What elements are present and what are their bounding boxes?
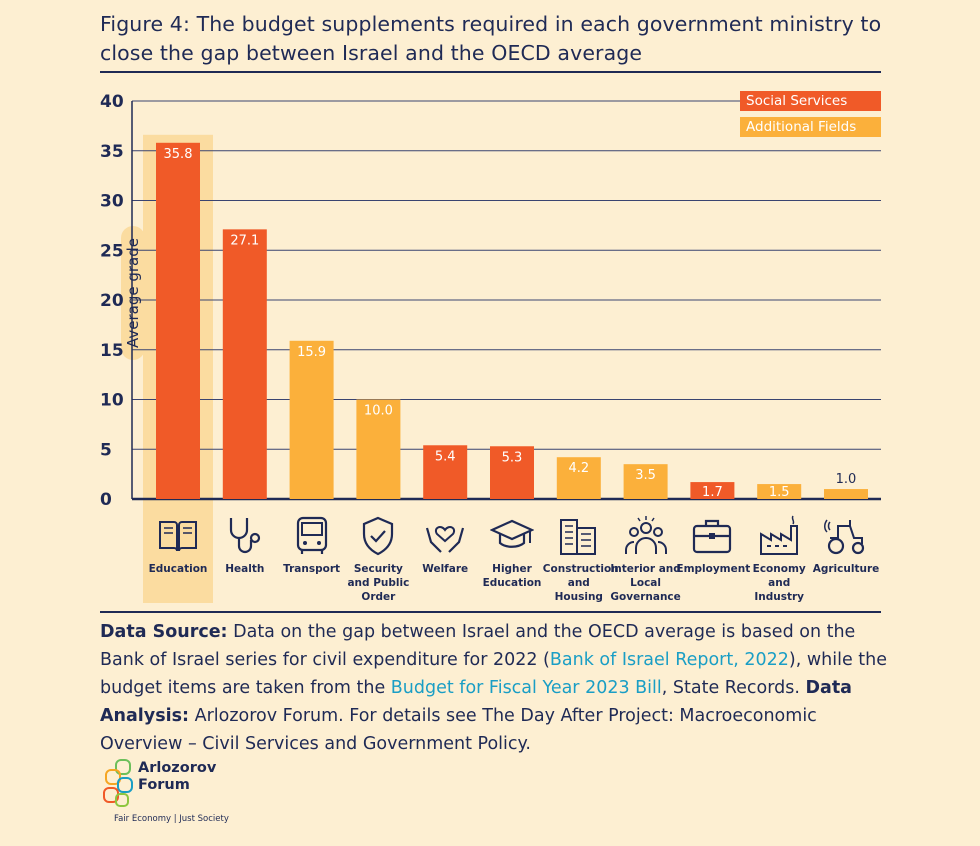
source-text-1: Data on the gap between Israel and the O… xyxy=(100,622,856,670)
y-tick-label: 40 xyxy=(100,92,124,112)
bottom-divider xyxy=(100,611,881,613)
bar-value-label: 1.0 xyxy=(836,472,857,487)
briefcase-icon xyxy=(690,514,734,558)
bar-value-label: 1.7 xyxy=(702,485,723,500)
source-text-3: , State Records. xyxy=(661,678,806,698)
category-label: Transport xyxy=(283,563,341,575)
source-label: Data Source: xyxy=(100,622,228,642)
bar-value-label: 1.5 xyxy=(769,485,790,500)
legend-item: Social Services xyxy=(740,91,881,111)
stethoscope-icon xyxy=(223,514,267,558)
bar xyxy=(824,489,868,499)
arlozorov-logo: Arlozorov Forum Fair Economy | Just Soci… xyxy=(100,758,260,828)
y-tick-label: 20 xyxy=(100,291,124,311)
y-tick-label: 30 xyxy=(100,192,124,212)
data-source-note: Data Source: Data on the gap between Isr… xyxy=(100,618,890,758)
title-divider xyxy=(100,71,881,73)
bank-of-israel-link[interactable]: Bank of Israel Report, 2022 xyxy=(549,650,789,670)
bar xyxy=(222,229,267,500)
y-tick-label: 10 xyxy=(100,391,124,411)
category-label: Construction and Housing xyxy=(542,563,619,603)
category-label: Employment xyxy=(676,563,751,575)
shield-icon xyxy=(356,514,400,558)
category-label: Higher Education xyxy=(482,563,542,589)
bus-icon xyxy=(290,514,334,558)
y-tick-label: 15 xyxy=(100,341,124,361)
logo-tagline: Fair Economy | Just Society xyxy=(114,814,229,824)
bar-value-label: 35.8 xyxy=(164,147,193,162)
y-tick-label: 5 xyxy=(100,440,112,460)
factory-icon xyxy=(757,514,801,558)
category-label: Economy and Industry xyxy=(752,563,806,603)
bar xyxy=(289,340,334,499)
graduation-cap-icon xyxy=(489,514,535,558)
budget-bill-link[interactable]: Budget for Fiscal Year 2023 Bill xyxy=(390,678,662,698)
source-text-2: ), while the budget items are taken from… xyxy=(100,650,888,698)
hands-heart-icon xyxy=(423,514,467,558)
book-icon xyxy=(156,514,200,558)
y-tick-label: 25 xyxy=(100,241,124,261)
bar-value-label: 27.1 xyxy=(230,233,259,248)
ylabel-pill xyxy=(121,226,145,360)
bar-value-label: 5.3 xyxy=(502,450,523,465)
y-tick-label: 0 xyxy=(100,490,112,510)
legend-item: Additional Fields xyxy=(740,117,881,137)
people-group-icon xyxy=(624,514,668,558)
bar xyxy=(690,482,735,499)
bar-value-label: 15.9 xyxy=(297,345,326,360)
bar-value-label: 5.4 xyxy=(435,449,456,464)
bar xyxy=(556,457,601,499)
bar xyxy=(423,445,468,499)
category-label: Agriculture xyxy=(812,563,880,575)
y-axis-label: Average grade xyxy=(124,238,142,348)
bar-value-label: 3.5 xyxy=(635,468,656,483)
bar xyxy=(757,484,802,499)
bar xyxy=(490,446,534,499)
bar xyxy=(623,464,668,499)
category-label: Security and Public Order xyxy=(347,563,410,603)
category-label: Welfare xyxy=(422,563,469,575)
logo-name: Arlozorov Forum xyxy=(138,760,216,794)
bar-value-label: 10.0 xyxy=(364,404,393,419)
category-label: Interior and Local Governance xyxy=(610,563,681,603)
chart-title: Figure 4: The budget supplements require… xyxy=(100,12,882,65)
bar-value-label: 4.2 xyxy=(568,461,589,476)
category-label: Health xyxy=(225,563,265,575)
buildings-icon xyxy=(557,514,601,558)
source-text-4: Arlozorov Forum. For details see The Day… xyxy=(100,706,817,754)
y-tick-label: 35 xyxy=(100,142,124,162)
logo-line-1: Arlozorov xyxy=(138,760,217,776)
category-label: Education xyxy=(148,563,208,575)
logo-mark-icon xyxy=(103,759,133,807)
tractor-icon xyxy=(824,514,868,558)
bar xyxy=(156,142,200,500)
logo-line-2: Forum xyxy=(138,777,190,793)
analysis-label: Data Analysis: xyxy=(100,678,852,726)
bar xyxy=(356,399,401,499)
